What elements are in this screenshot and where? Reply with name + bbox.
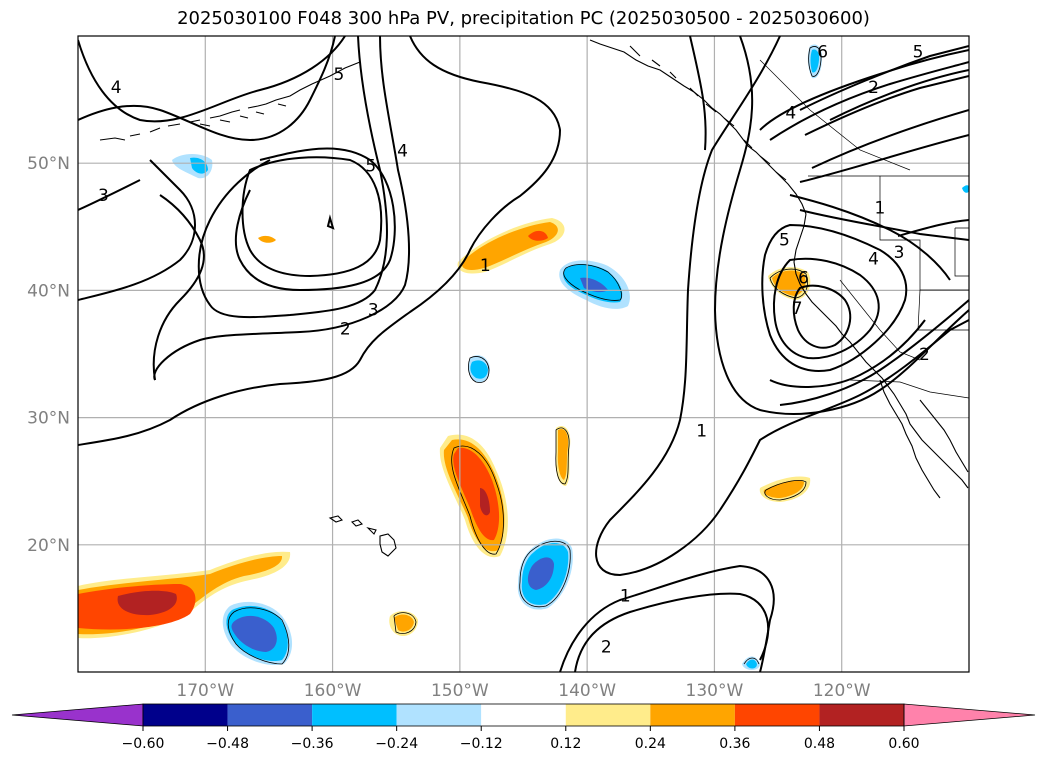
contour-label: 6 bbox=[817, 42, 828, 62]
colorbar-tick-label: −0.60 bbox=[122, 736, 165, 752]
contour-label: 4 bbox=[785, 103, 796, 123]
precip-patch bbox=[231, 615, 277, 652]
colorbar-tick-label: 0.48 bbox=[804, 736, 835, 752]
colorbar-extend-high bbox=[903, 703, 1036, 727]
lon-tick-label: 160°W bbox=[304, 681, 362, 701]
contour-label: 2 bbox=[340, 320, 351, 340]
precip-patch bbox=[557, 428, 569, 480]
pv-contours bbox=[78, 36, 969, 672]
coastlines bbox=[99, 39, 969, 557]
contour-label: 6 bbox=[798, 269, 809, 289]
chart-title: 2025030100 F048 300 hPa PV, precipitatio… bbox=[177, 8, 870, 29]
colorbar-swatch bbox=[312, 704, 397, 726]
colorbar-tick-label: 0.60 bbox=[888, 736, 919, 752]
precip-patch bbox=[470, 360, 488, 379]
lon-tick-label: 120°W bbox=[813, 681, 871, 701]
contour-label: 3 bbox=[368, 300, 379, 320]
lat-tick-label: 20°N bbox=[27, 536, 70, 556]
contour-label: 5 bbox=[334, 65, 345, 85]
lat-tick-label: 40°N bbox=[27, 281, 70, 301]
contour-label: 1 bbox=[696, 421, 707, 441]
contour-label: 5 bbox=[779, 231, 790, 251]
contour-label: 1 bbox=[874, 199, 885, 219]
colorbar-frame bbox=[142, 703, 905, 727]
colorbar-tick-label: 0.24 bbox=[635, 736, 666, 752]
colorbar-swatch bbox=[396, 704, 482, 726]
precip-patch bbox=[117, 590, 177, 616]
colorbar-swatch bbox=[481, 704, 566, 726]
contour-label: 1 bbox=[480, 256, 491, 276]
precipitation-shading bbox=[78, 44, 969, 670]
contour-label: 5 bbox=[913, 42, 924, 62]
precip-patch bbox=[394, 614, 414, 632]
contour-label: 2 bbox=[919, 345, 930, 365]
contour-label: 7 bbox=[792, 299, 803, 319]
contour-label: 4 bbox=[868, 250, 879, 270]
lon-tick-label: 140°W bbox=[558, 681, 616, 701]
precip-patch bbox=[763, 480, 804, 498]
precip-patch bbox=[453, 447, 500, 541]
grid-lines bbox=[78, 36, 969, 672]
colorbar-swatch bbox=[565, 704, 651, 726]
precip-patch bbox=[190, 157, 208, 174]
contour-label: 2 bbox=[868, 78, 879, 98]
colorbar-swatch bbox=[734, 704, 820, 726]
colorbar-tick-label: −0.36 bbox=[291, 736, 334, 752]
colorbar-swatches bbox=[11, 703, 1036, 727]
contour-label: 5 bbox=[365, 157, 376, 177]
precip-patch bbox=[480, 488, 490, 516]
precip-patch bbox=[810, 49, 820, 73]
precip-patch bbox=[527, 557, 554, 590]
contour-label: 3 bbox=[98, 186, 109, 206]
longitude-labels: 170°W 160°W 150°W 140°W 130°W 120°W bbox=[176, 681, 870, 701]
colorbar-tick-label: 0.36 bbox=[719, 736, 750, 752]
colorbar-tick-label: −0.12 bbox=[460, 736, 503, 752]
contour-label: 3 bbox=[894, 243, 905, 263]
colorbar-tick-label: −0.24 bbox=[375, 736, 418, 752]
colorbar-swatch bbox=[819, 704, 904, 726]
lon-tick-label: 130°W bbox=[686, 681, 744, 701]
contour-label: 2 bbox=[601, 638, 612, 658]
precip-patch bbox=[746, 659, 757, 669]
map-frame bbox=[77, 35, 970, 673]
lon-tick-label: 150°W bbox=[431, 681, 489, 701]
lat-tick-label: 30°N bbox=[27, 409, 70, 429]
colorbar-tick-label: −0.48 bbox=[206, 736, 249, 752]
colorbar-tick-labels: −0.60 −0.48 −0.36 −0.24 −0.12 0.12 0.24 0.36 0.4… bbox=[122, 726, 920, 752]
colorbar-swatch bbox=[143, 704, 228, 726]
colorbar-swatch bbox=[650, 704, 735, 726]
contour-label: 4 bbox=[397, 141, 408, 161]
colorbar-extend-low bbox=[11, 703, 144, 727]
lon-tick-label: 170°W bbox=[176, 681, 234, 701]
latitude-labels: 20°N 30°N 40°N 50°N bbox=[27, 154, 70, 556]
contour-label: 1 bbox=[620, 587, 631, 607]
colorbar-swatch bbox=[227, 704, 313, 726]
contour-label: 4 bbox=[111, 78, 122, 98]
colorbar-tick-label: 0.12 bbox=[550, 736, 581, 752]
precip-patch bbox=[962, 185, 969, 193]
precip-patch bbox=[258, 235, 276, 243]
lat-tick-label: 50°N bbox=[27, 154, 70, 174]
precip-patch bbox=[528, 230, 548, 241]
